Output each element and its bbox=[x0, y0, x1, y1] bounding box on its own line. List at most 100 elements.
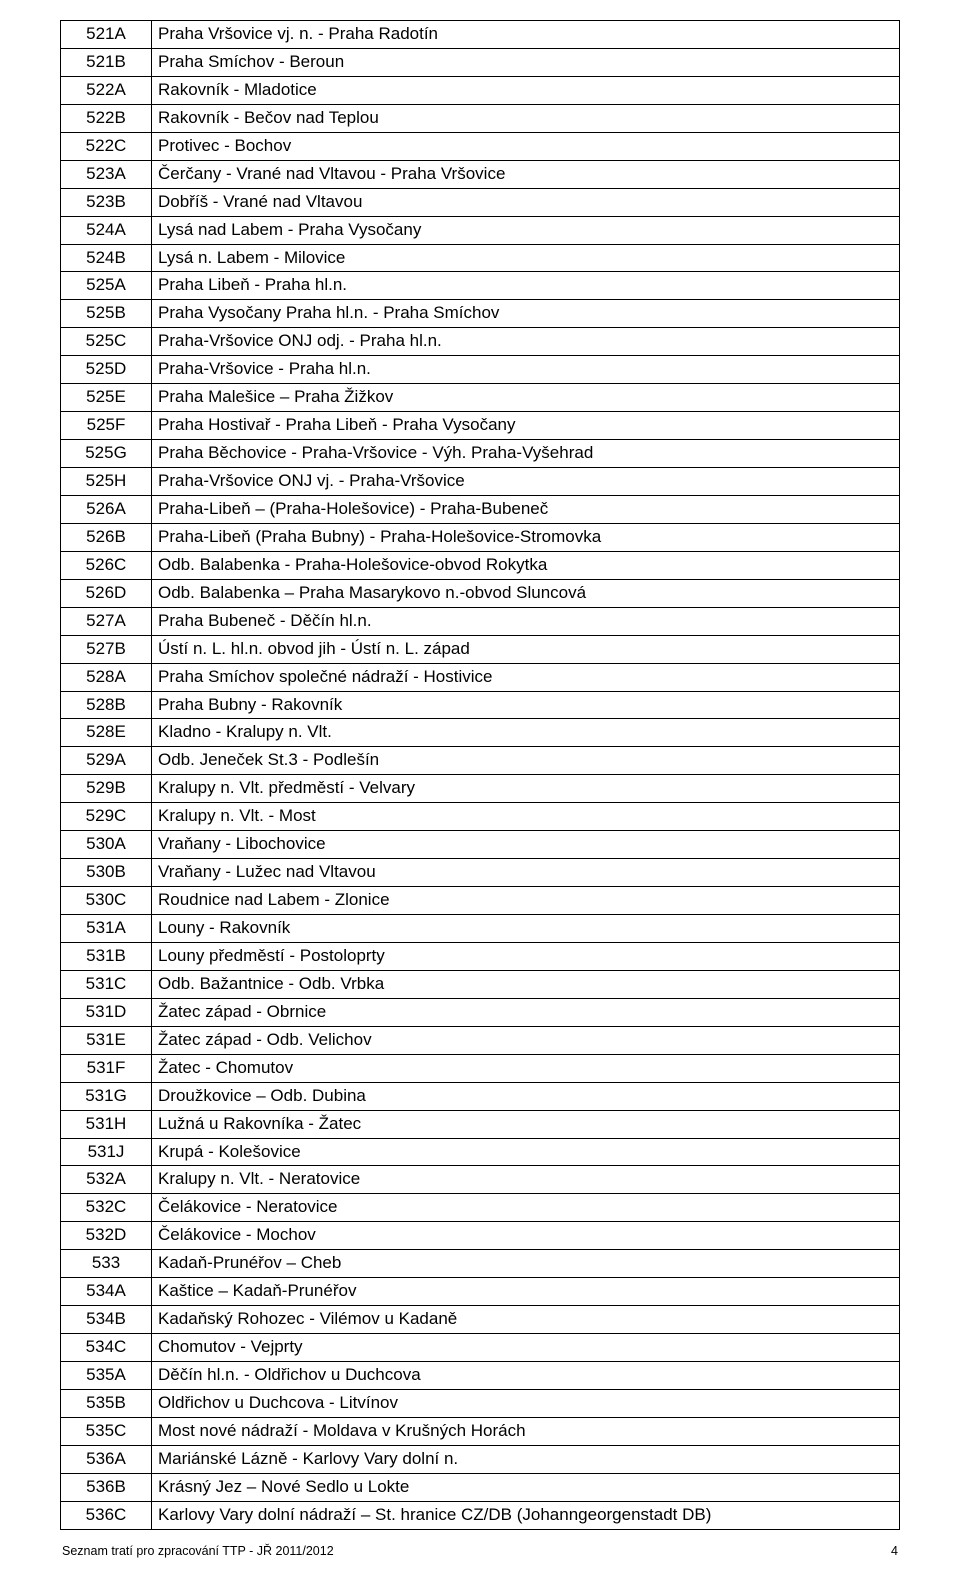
table-row: 528EKladno - Kralupy n. Vlt. bbox=[61, 719, 900, 747]
table-row: 531BLouny předměstí - Postoloprty bbox=[61, 942, 900, 970]
table-row: 534BKadaňský Rohozec - Vilémov u Kadaně bbox=[61, 1306, 900, 1334]
table-row: 535BOldřichov u Duchcova - Litvínov bbox=[61, 1389, 900, 1417]
route-code: 531G bbox=[61, 1082, 152, 1110]
table-row: 531ALouny - Rakovník bbox=[61, 915, 900, 943]
route-description: Odb. Jeneček St.3 - Podlešín bbox=[152, 747, 900, 775]
route-description: Karlovy Vary dolní nádraží – St. hranice… bbox=[152, 1501, 900, 1529]
route-description: Praha-Vršovice ONJ vj. - Praha-Vršovice bbox=[152, 468, 900, 496]
table-row: 522ARakovník - Mladotice bbox=[61, 76, 900, 104]
route-description: Praha-Libeň (Praha Bubny) - Praha-Holešo… bbox=[152, 523, 900, 551]
table-row: 532DČelákovice - Mochov bbox=[61, 1222, 900, 1250]
table-row: 534AKaštice – Kadaň-Prunéřov bbox=[61, 1278, 900, 1306]
route-code: 530C bbox=[61, 887, 152, 915]
route-description: Praha Bubny - Rakovník bbox=[152, 691, 900, 719]
table-row: 530CRoudnice nad Labem - Zlonice bbox=[61, 887, 900, 915]
route-description: Praha-Vršovice - Praha hl.n. bbox=[152, 356, 900, 384]
route-description: Praha Vysočany Praha hl.n. - Praha Smích… bbox=[152, 300, 900, 328]
table-row: 521APraha Vršovice vj. n. - Praha Radotí… bbox=[61, 21, 900, 49]
route-description: Praha Smíchov společné nádraží - Hostivi… bbox=[152, 663, 900, 691]
table-row: 529AOdb. Jeneček St.3 - Podlešín bbox=[61, 747, 900, 775]
table-row: 531COdb. Bažantnice - Odb. Vrbka bbox=[61, 970, 900, 998]
page-number: 4 bbox=[891, 1544, 898, 1558]
route-code: 534A bbox=[61, 1278, 152, 1306]
route-code: 536C bbox=[61, 1501, 152, 1529]
route-description: Praha Hostivař - Praha Libeň - Praha Vys… bbox=[152, 412, 900, 440]
route-description: Kaštice – Kadaň-Prunéřov bbox=[152, 1278, 900, 1306]
route-code: 525F bbox=[61, 412, 152, 440]
route-description: Louny předměstí - Postoloprty bbox=[152, 942, 900, 970]
route-description: Krupá - Kolešovice bbox=[152, 1138, 900, 1166]
table-row: 525HPraha-Vršovice ONJ vj. - Praha-Vršov… bbox=[61, 468, 900, 496]
route-description: Praha Vršovice vj. n. - Praha Radotín bbox=[152, 21, 900, 49]
route-code: 535B bbox=[61, 1389, 152, 1417]
route-code: 525C bbox=[61, 328, 152, 356]
route-code: 525D bbox=[61, 356, 152, 384]
table-row: 529CKralupy n. Vlt. - Most bbox=[61, 803, 900, 831]
route-description: Vraňany - Lužec nad Vltavou bbox=[152, 859, 900, 887]
table-row: 528APraha Smíchov společné nádraží - Hos… bbox=[61, 663, 900, 691]
route-code: 532C bbox=[61, 1194, 152, 1222]
table-row: 525FPraha Hostivař - Praha Libeň - Praha… bbox=[61, 412, 900, 440]
table-row: 531HLužná u Rakovníka - Žatec bbox=[61, 1110, 900, 1138]
route-description: Kralupy n. Vlt. - Neratovice bbox=[152, 1166, 900, 1194]
route-description: Protivec - Bochov bbox=[152, 132, 900, 160]
table-row: 526BPraha-Libeň (Praha Bubny) - Praha-Ho… bbox=[61, 523, 900, 551]
route-description: Žatec západ - Obrnice bbox=[152, 998, 900, 1026]
route-code: 531E bbox=[61, 1026, 152, 1054]
route-description: Ústí n. L. hl.n. obvod jih - Ústí n. L. … bbox=[152, 635, 900, 663]
table-row: 532AKralupy n. Vlt. - Neratovice bbox=[61, 1166, 900, 1194]
route-code: 531F bbox=[61, 1054, 152, 1082]
route-description: Kadaň-Prunéřov – Cheb bbox=[152, 1250, 900, 1278]
route-description: Dobříš - Vrané nad Vltavou bbox=[152, 188, 900, 216]
table-row: 525APraha Libeň - Praha hl.n. bbox=[61, 272, 900, 300]
route-description: Praha Běchovice - Praha-Vršovice - Výh. … bbox=[152, 440, 900, 468]
route-code: 536A bbox=[61, 1445, 152, 1473]
route-code: 531D bbox=[61, 998, 152, 1026]
route-description: Kadaňský Rohozec - Vilémov u Kadaně bbox=[152, 1306, 900, 1334]
route-description: Odb. Balabenka - Praha-Holešovice-obvod … bbox=[152, 551, 900, 579]
route-code: 525A bbox=[61, 272, 152, 300]
route-code: 535C bbox=[61, 1417, 152, 1445]
route-description: Mariánské Lázně - Karlovy Vary dolní n. bbox=[152, 1445, 900, 1473]
table-row: 523BDobříš - Vrané nad Vltavou bbox=[61, 188, 900, 216]
table-row: 532CČelákovice - Neratovice bbox=[61, 1194, 900, 1222]
table-row: 531EŽatec západ - Odb. Velichov bbox=[61, 1026, 900, 1054]
route-code: 521B bbox=[61, 48, 152, 76]
table-row: 534CChomutov - Vejprty bbox=[61, 1334, 900, 1362]
route-code: 527A bbox=[61, 607, 152, 635]
route-code: 526A bbox=[61, 495, 152, 523]
route-description: Čelákovice - Mochov bbox=[152, 1222, 900, 1250]
route-code: 526D bbox=[61, 579, 152, 607]
route-code: 529C bbox=[61, 803, 152, 831]
route-code: 528E bbox=[61, 719, 152, 747]
table-row: 525EPraha Malešice – Praha Žižkov bbox=[61, 384, 900, 412]
route-code: 527B bbox=[61, 635, 152, 663]
route-code: 526C bbox=[61, 551, 152, 579]
table-row: 529BKralupy n. Vlt. předměstí - Velvary bbox=[61, 775, 900, 803]
table-row: 527APraha Bubeneč - Děčín hl.n. bbox=[61, 607, 900, 635]
table-row: 528BPraha Bubny - Rakovník bbox=[61, 691, 900, 719]
table-row: 536BKrásný Jez – Nové Sedlo u Lokte bbox=[61, 1473, 900, 1501]
route-description: Most nové nádraží - Moldava v Krušných H… bbox=[152, 1417, 900, 1445]
table-row: 526COdb. Balabenka - Praha-Holešovice-ob… bbox=[61, 551, 900, 579]
route-code: 534C bbox=[61, 1334, 152, 1362]
route-code: 530A bbox=[61, 831, 152, 859]
table-row: 533Kadaň-Prunéřov – Cheb bbox=[61, 1250, 900, 1278]
table-row: 525DPraha-Vršovice - Praha hl.n. bbox=[61, 356, 900, 384]
route-code: 532A bbox=[61, 1166, 152, 1194]
route-description: Vraňany - Libochovice bbox=[152, 831, 900, 859]
routes-table: 521APraha Vršovice vj. n. - Praha Radotí… bbox=[60, 20, 900, 1530]
route-code: 533 bbox=[61, 1250, 152, 1278]
route-code: 525H bbox=[61, 468, 152, 496]
route-description: Lužná u Rakovníka - Žatec bbox=[152, 1110, 900, 1138]
table-row: 535CMost nové nádraží - Moldava v Krušný… bbox=[61, 1417, 900, 1445]
route-code: 535A bbox=[61, 1362, 152, 1390]
table-row: 526DOdb. Balabenka – Praha Masarykovo n.… bbox=[61, 579, 900, 607]
route-description: Rakovník - Bečov nad Teplou bbox=[152, 104, 900, 132]
route-description: Odb. Balabenka – Praha Masarykovo n.-obv… bbox=[152, 579, 900, 607]
route-code: 525E bbox=[61, 384, 152, 412]
route-description: Oldřichov u Duchcova - Litvínov bbox=[152, 1389, 900, 1417]
table-row: 521BPraha Smíchov - Beroun bbox=[61, 48, 900, 76]
table-row: 535ADěčín hl.n. - Oldřichov u Duchcova bbox=[61, 1362, 900, 1390]
route-description: Čelákovice - Neratovice bbox=[152, 1194, 900, 1222]
